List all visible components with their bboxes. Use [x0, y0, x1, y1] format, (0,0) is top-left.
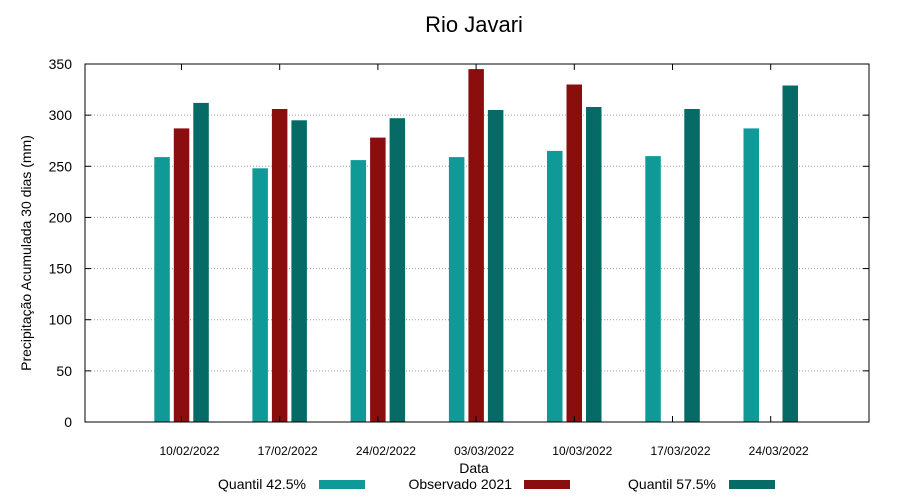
- bar: [547, 150, 563, 422]
- y-tick-label: 150: [49, 261, 73, 277]
- bar: [154, 157, 170, 422]
- bars: [154, 69, 798, 423]
- legend-label: Quantil 57.5%: [628, 476, 716, 492]
- y-axis-ticks: 0 50 100 150 200 250 300 350: [49, 56, 869, 430]
- bar: [193, 102, 209, 423]
- legend-label: Observado 2021: [408, 476, 512, 492]
- x-tick-label: 24/02/2022: [356, 444, 416, 458]
- bar: [645, 156, 661, 422]
- y-tick-label: 0: [64, 414, 72, 430]
- legend: Quantil 42.5% Observado 2021 Quantil 57.5%: [218, 476, 775, 492]
- y-tick-label: 250: [49, 158, 73, 174]
- legend-swatch: [729, 480, 775, 489]
- bar: [468, 69, 484, 422]
- bar: [448, 157, 465, 422]
- chart-title: Rio Javari: [425, 12, 523, 37]
- x-tick-label: 17/02/2022: [258, 444, 318, 458]
- x-tick-label: 24/03/2022: [749, 444, 809, 458]
- bar: [782, 85, 798, 422]
- x-axis-title: Data: [459, 460, 489, 476]
- bar: [291, 120, 307, 423]
- y-tick-label: 200: [49, 209, 73, 225]
- y-tick-label: 350: [49, 56, 73, 72]
- x-tick-label: 17/03/2022: [650, 444, 710, 458]
- x-tick-label: 10/03/2022: [552, 444, 612, 458]
- x-axis-ticks: 10/02/2022 17/02/2022 24/02/2022 03/03/2022…: [159, 64, 809, 458]
- y-axis-title: Precipitação Acumulada 30 dias (mm): [18, 135, 34, 371]
- bar: [252, 168, 268, 422]
- bar: [487, 110, 504, 422]
- bar: [586, 107, 602, 422]
- bar: [173, 128, 190, 422]
- y-tick-label: 100: [49, 312, 73, 328]
- y-tick-label: 300: [49, 107, 73, 123]
- bar: [271, 109, 288, 422]
- bar: [389, 118, 406, 422]
- bar: [684, 109, 700, 422]
- legend-swatch: [319, 480, 365, 489]
- x-tick-label: 03/03/2022: [454, 444, 514, 458]
- plot-frame: [84, 63, 870, 423]
- bar: [370, 137, 386, 422]
- legend-swatch: [524, 480, 570, 489]
- bar: [350, 160, 367, 422]
- bar: [566, 84, 582, 422]
- legend-label: Quantil 42.5%: [218, 476, 306, 492]
- y-tick-label: 50: [56, 363, 72, 379]
- bar: [743, 128, 759, 422]
- x-tick-label: 10/02/2022: [159, 444, 219, 458]
